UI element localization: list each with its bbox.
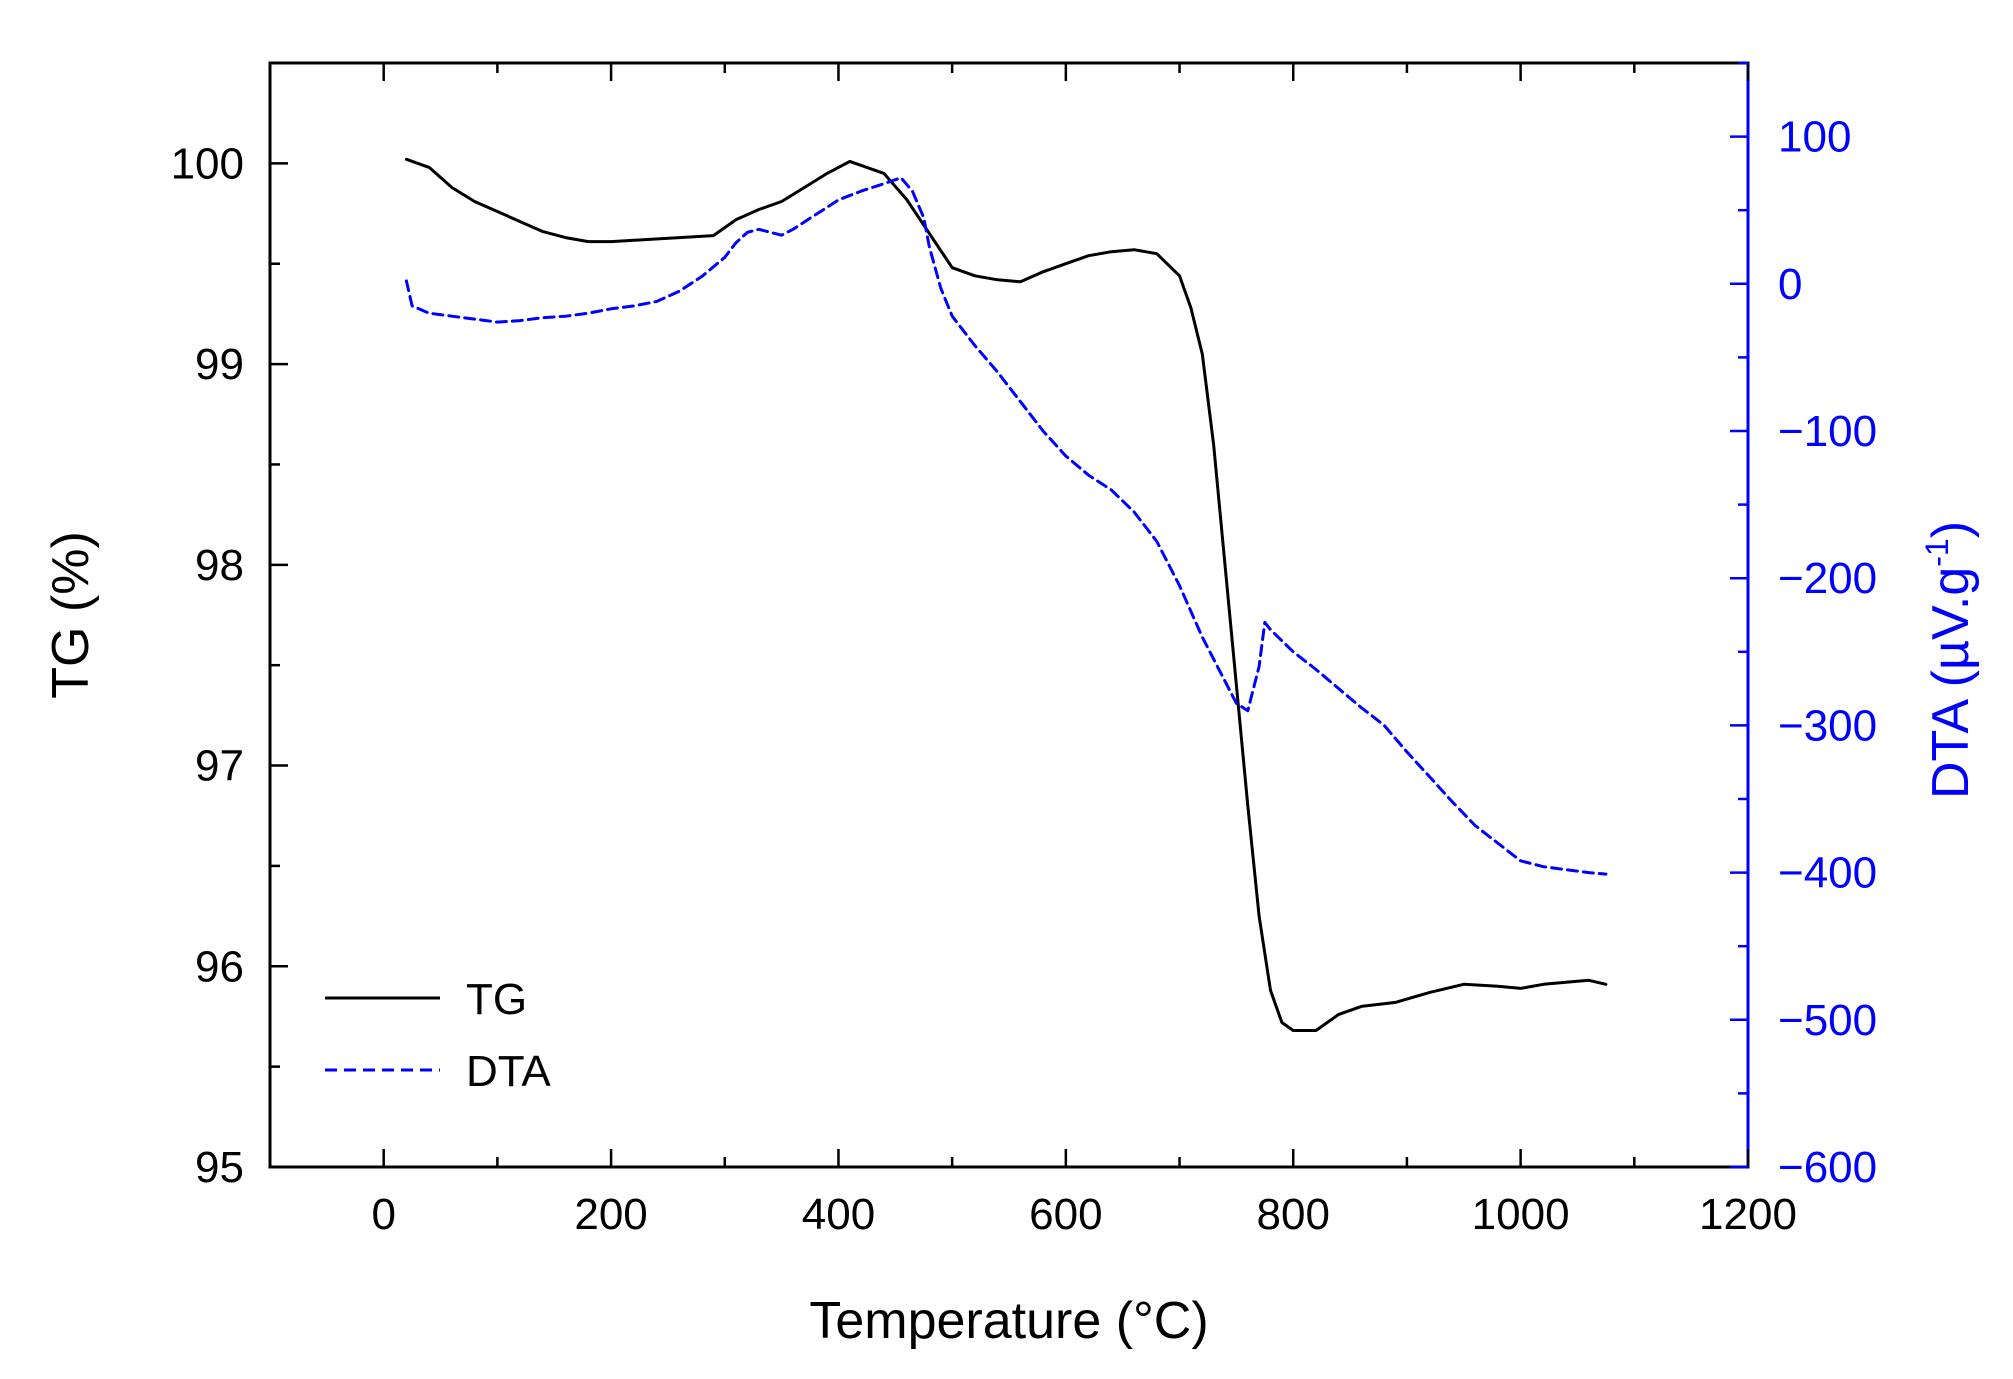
x-tick-label: 400 (802, 1190, 875, 1239)
legend: TG DTA (325, 975, 551, 1096)
x-tick-label: 1000 (1472, 1190, 1570, 1239)
y-tick-label: 96 (195, 942, 244, 991)
legend-tg-label: TG (466, 975, 527, 1024)
y-tick-label: 99 (195, 340, 244, 389)
x-tick-label: 200 (574, 1190, 647, 1239)
y2-axis-title-main: DTA ( (1922, 669, 1980, 799)
y2-axis-title-sup: -1 (1919, 538, 1955, 566)
y2-tick-label: −500 (1778, 996, 1877, 1045)
y2-tick-label: −600 (1778, 1143, 1877, 1192)
x-tick-label: 0 (371, 1190, 395, 1239)
y2-tick-label: 0 (1778, 260, 1802, 309)
y-tick-label: 98 (195, 541, 244, 590)
y2-tick-label: −300 (1778, 701, 1877, 750)
y2-tick-label: −100 (1778, 407, 1877, 456)
series-layer (404, 157, 1608, 1032)
y2-axis-title: DTA (µV.g-1) (1919, 521, 1980, 799)
axis-ticks: 0 200 400 600 800 1000 120095969798991001000−1… (171, 61, 1877, 1239)
x-tick-label: 800 (1257, 1190, 1330, 1239)
x-tick-label: 1200 (1699, 1190, 1797, 1239)
y-tick-label: 97 (195, 742, 244, 791)
y2-tick-label: −400 (1778, 849, 1877, 898)
y2-tick-label: −200 (1778, 554, 1877, 603)
y2-axis-title-close: ) (1922, 521, 1980, 538)
series-tg-line (404, 157, 1608, 1032)
y-tick-label: 95 (195, 1143, 244, 1192)
y-tick-label: 100 (171, 139, 244, 188)
x-tick-label: 600 (1029, 1190, 1102, 1239)
y-axis-title: TG (%) (42, 531, 100, 699)
legend-dta-label: DTA (466, 1047, 551, 1096)
x-axis-title: Temperature (°C) (809, 1292, 1208, 1350)
series-dta-line (404, 176, 1608, 876)
y2-axis-title-unit: µV.g (1922, 567, 1980, 670)
y2-tick-label: 100 (1778, 113, 1851, 162)
